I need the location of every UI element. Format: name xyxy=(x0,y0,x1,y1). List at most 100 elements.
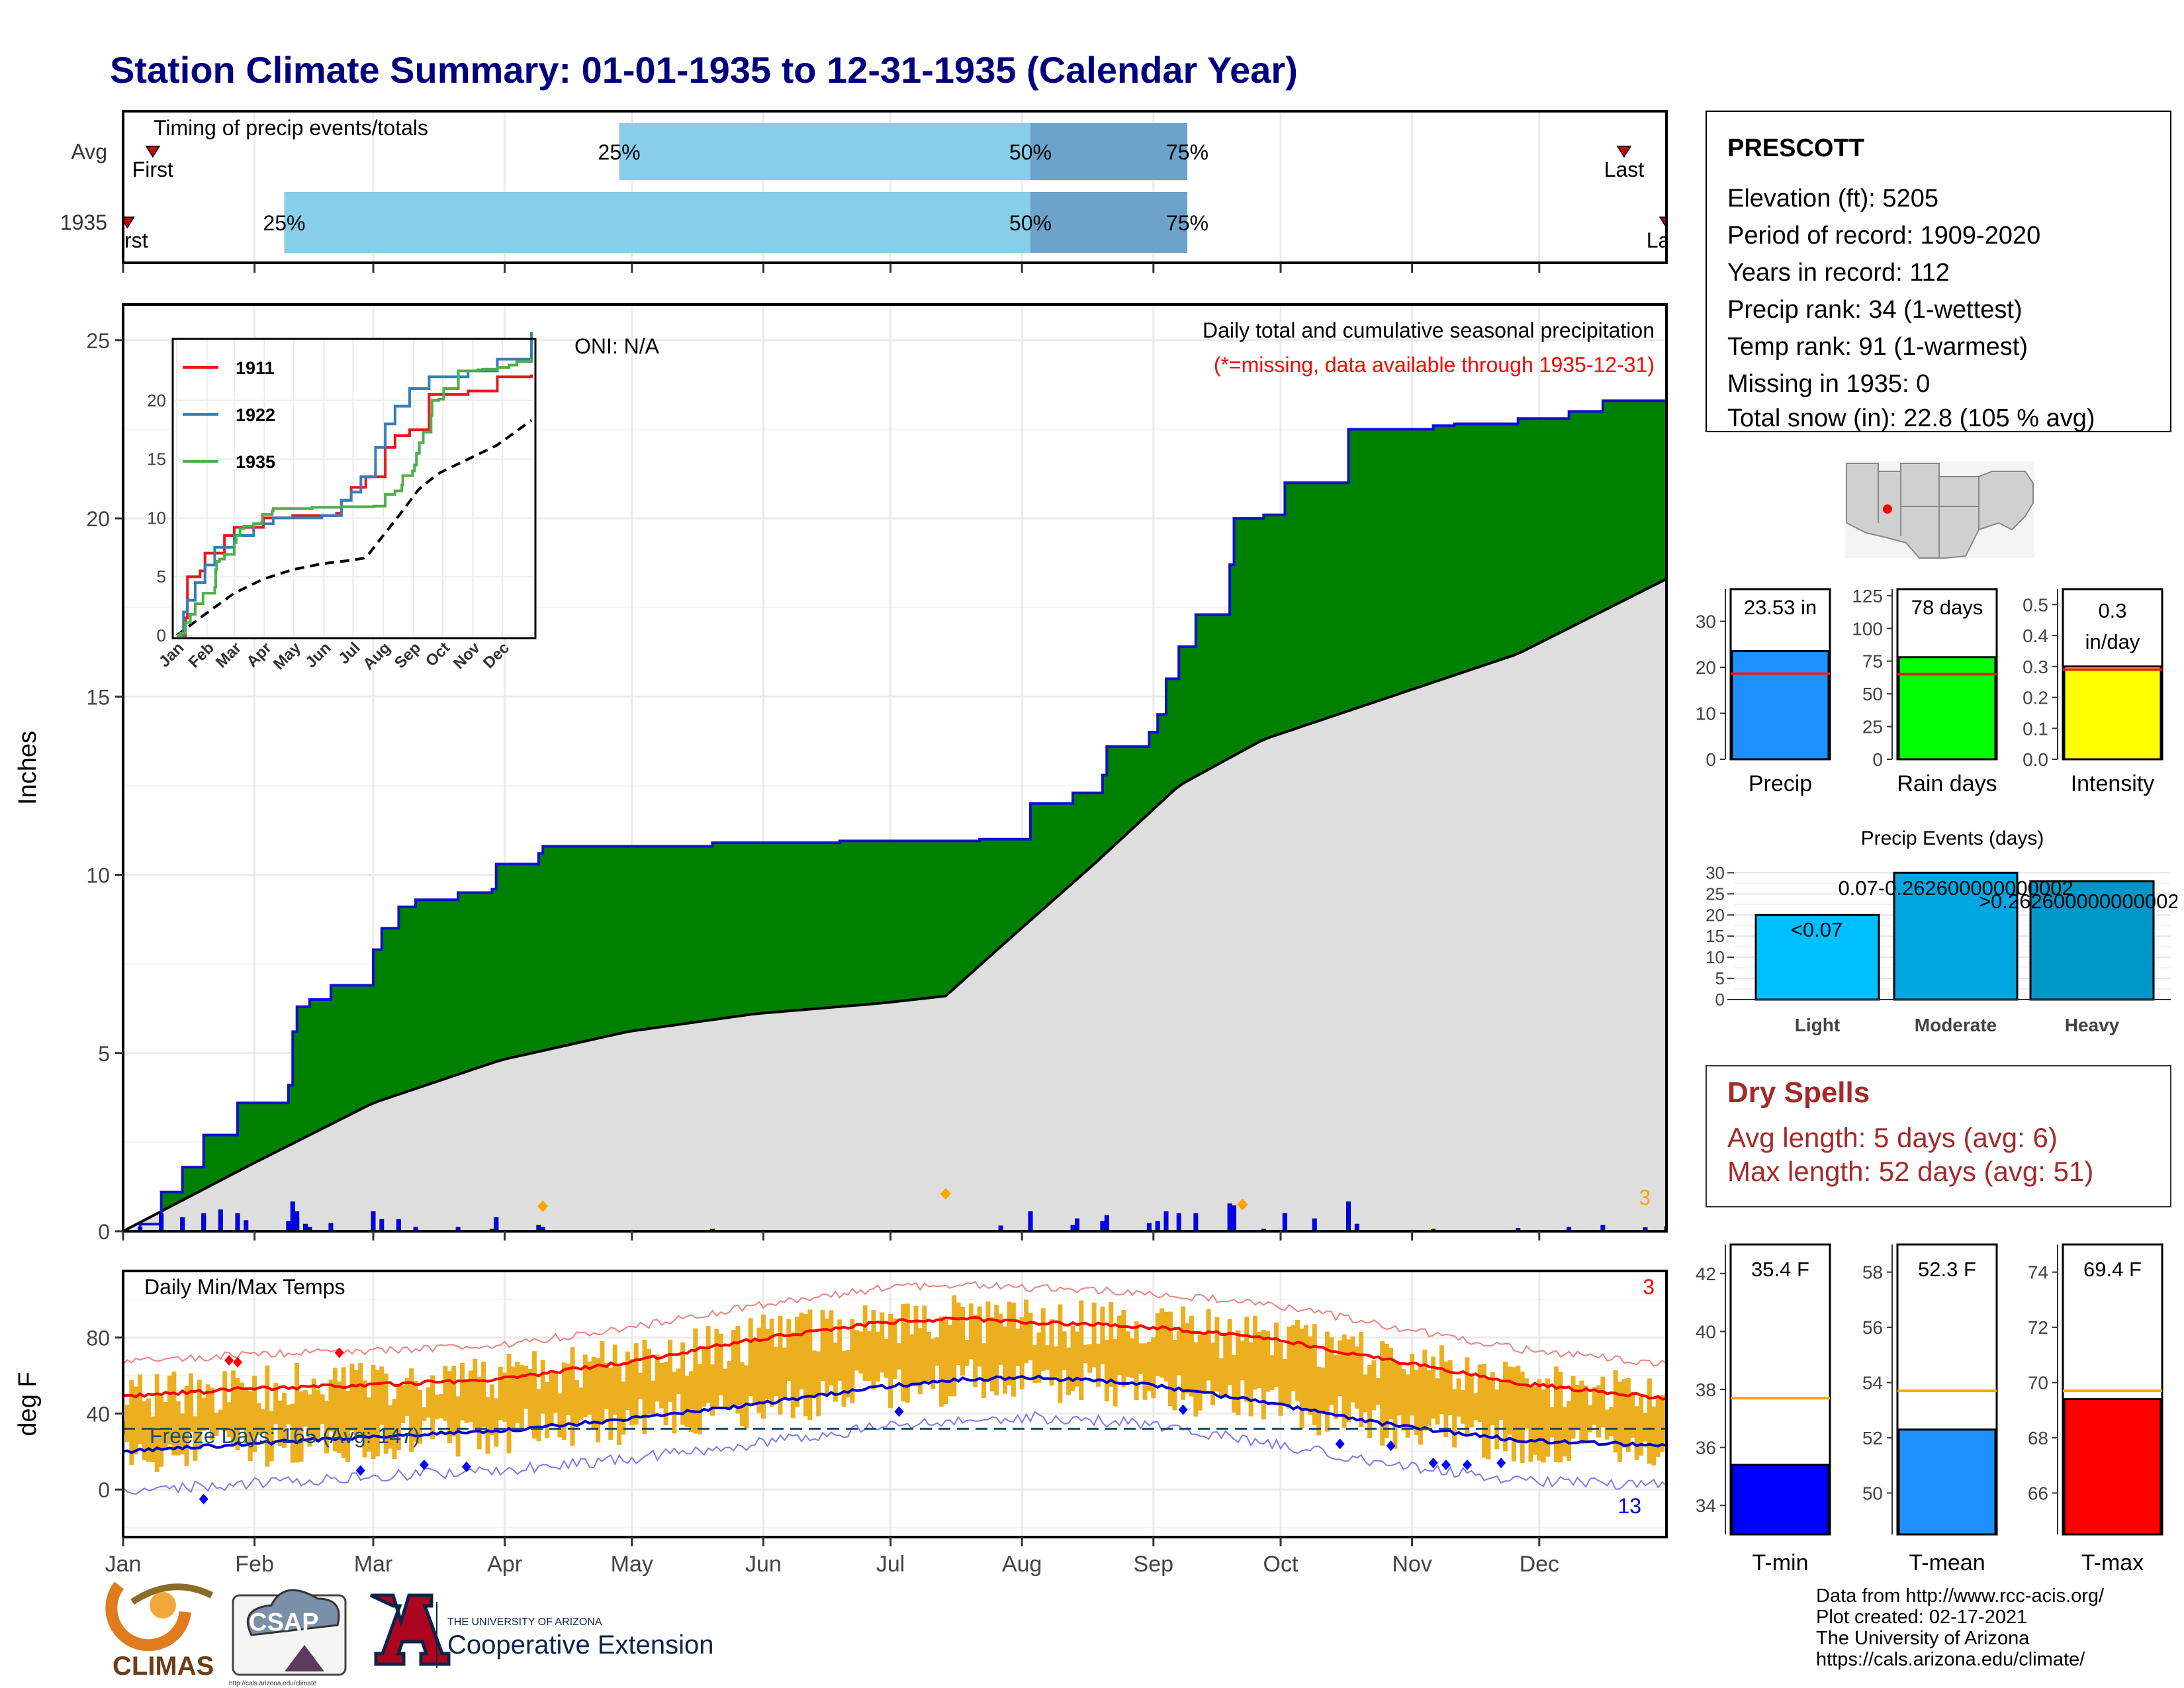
daily-temp-bar xyxy=(1074,1331,1079,1387)
daily-temp-bar xyxy=(931,1338,936,1389)
daily-temp-bar xyxy=(464,1379,469,1423)
daily-temp-bar xyxy=(705,1326,711,1403)
precip-summary-bars: 0 10 20 30 23.53 in Precip 0 25 50 75 100 125 78 day… xyxy=(1696,586,2163,796)
precip-legend-title: Daily total and cumulative seasonal prec… xyxy=(1203,318,1655,342)
daily-temp-bar xyxy=(1660,1395,1665,1452)
daily-temp-bar xyxy=(600,1340,605,1423)
daily-temp-bar xyxy=(455,1396,461,1457)
temp-summary-bars: 34 36 38 40 42 35.4 F T-min 50 52 54 56 58 52.3 F T-m… xyxy=(1696,1243,2163,1575)
daily-temp-bar xyxy=(281,1393,287,1448)
record-low-marker xyxy=(355,1465,365,1476)
daily-temp-bar xyxy=(1121,1309,1126,1387)
mini-precip-tick-label: 25 xyxy=(1862,717,1883,737)
daily-temp-bar xyxy=(545,1382,550,1438)
footer-line: The University of Arizona xyxy=(1816,1628,2030,1649)
station-line: Total snow (in): 22.8 (105 % avg) xyxy=(1727,404,2095,432)
mini-precip-tick-label: 0.5 xyxy=(2023,594,2048,615)
daily-temp-bar xyxy=(676,1368,681,1394)
daily-temp-bar xyxy=(820,1309,825,1382)
daily-temp-bar xyxy=(129,1380,134,1466)
timing-row-avg-label: Avg xyxy=(71,140,107,164)
daily-temp-bar xyxy=(782,1347,787,1397)
daily-temp-bar xyxy=(760,1314,766,1419)
daily-precip-bar xyxy=(1155,1221,1160,1231)
daily-temp-bar xyxy=(167,1376,172,1445)
oni-label: ONI: N/A xyxy=(574,334,660,358)
precip-panel: 0 5 10 15 20 25 Inches Daily total and cumula… xyxy=(14,303,1668,1244)
daily-temp-bar xyxy=(1146,1341,1152,1391)
daily-temp-bar xyxy=(917,1328,923,1395)
daily-temp-bar xyxy=(778,1315,783,1415)
daily-temp-bar xyxy=(1639,1396,1644,1456)
record-low-marker xyxy=(1178,1404,1188,1415)
inset-normal-line xyxy=(175,419,533,637)
ua-logo: THE UNIVERSITY OF ARIZONA Cooperative Ex… xyxy=(369,1593,713,1668)
daily-temp-bar xyxy=(1176,1331,1181,1376)
daily-precip-bar xyxy=(998,1225,1003,1231)
daily-temp-bar xyxy=(1609,1407,1614,1436)
month-label: Mar xyxy=(354,1552,393,1577)
daily-temp-bar xyxy=(871,1309,876,1390)
daily-temp-bar xyxy=(1125,1331,1130,1377)
daily-temp-bar xyxy=(1167,1311,1173,1407)
precip-frame xyxy=(122,303,1668,1233)
daily-temp-bar xyxy=(1329,1337,1334,1405)
month-label: Feb xyxy=(235,1552,274,1577)
daily-temp-bar xyxy=(510,1366,516,1430)
daily-temp-bar xyxy=(909,1334,915,1387)
daily-temp-bar xyxy=(214,1413,219,1436)
station-info-frame xyxy=(1706,111,2171,432)
daily-temp-bar xyxy=(527,1368,533,1427)
precip-corner-count: 3 xyxy=(1639,1186,1651,1209)
daily-temp-bar xyxy=(1655,1395,1661,1457)
daily-temp-bar xyxy=(1503,1361,1508,1452)
timing-first-marker xyxy=(145,146,161,158)
daily-temp-bar xyxy=(1549,1407,1555,1438)
daily-temp-bar xyxy=(180,1413,185,1455)
daily-temp-bar xyxy=(536,1389,541,1442)
timing-bar-q2 xyxy=(1030,123,1188,180)
timing-p75-label: 75% xyxy=(1166,140,1208,164)
avg-min-line xyxy=(123,1374,1666,1454)
daily-temp-bar xyxy=(952,1295,957,1397)
daily-temp-bar xyxy=(1214,1317,1220,1392)
daily-temp-bar xyxy=(349,1363,355,1431)
daily-temp-bar xyxy=(1291,1325,1296,1391)
daily-temp-bar xyxy=(1613,1370,1618,1453)
daily-temp-bar xyxy=(337,1382,342,1453)
daily-temp-bar xyxy=(184,1385,189,1466)
mini-temp-tick-label: 34 xyxy=(1696,1495,1716,1516)
climas-swoosh xyxy=(130,1583,214,1605)
daily-temp-bar xyxy=(1040,1308,1046,1371)
daily-temp-bar xyxy=(1354,1346,1359,1409)
daily-temp-bar xyxy=(1570,1376,1576,1439)
precip-y-tick-label: 5 xyxy=(98,1042,110,1066)
station-info: PRESCOTT Elevation (ft): 5205 Period of … xyxy=(1706,111,2171,432)
mini-precip-tick-label: 10 xyxy=(1696,704,1716,724)
temp-title: Daily Min/Max Temps xyxy=(144,1275,345,1299)
timing-content: 25% 50% 75% First Last 25% 50% 75% First Last xyxy=(123,123,1687,253)
timing-p25-label: 25% xyxy=(263,211,305,235)
station-name: PRESCOTT xyxy=(1727,134,1864,162)
daily-temp-bar xyxy=(388,1405,393,1449)
daily-temp-bar xyxy=(1532,1386,1537,1455)
daily-temp-bar xyxy=(193,1416,198,1461)
timing-last-label: Last xyxy=(1604,158,1645,181)
daily-temp-bar xyxy=(489,1384,494,1436)
daily-temp-bar xyxy=(1058,1304,1063,1403)
precip-y-axis: 0 5 10 15 20 25 xyxy=(86,329,1541,1244)
daily-temp-bar xyxy=(320,1394,325,1425)
daily-temp-bar xyxy=(400,1385,406,1424)
daily-temp-bar xyxy=(1460,1389,1465,1424)
daily-temp-bar xyxy=(1617,1382,1623,1462)
daily-temp-bar xyxy=(1142,1343,1148,1400)
daily-temp-bar xyxy=(265,1365,270,1467)
timing-last-label: Last xyxy=(1647,228,1687,252)
daily-temp-bar xyxy=(841,1351,846,1407)
daily-temp-bar xyxy=(1511,1367,1516,1462)
mini-temp-tick-label: 68 xyxy=(2028,1428,2048,1448)
logos: CLIMAS CSAP http://cals.arizona.edu/clim… xyxy=(105,1581,713,1687)
daily-temp-bar xyxy=(977,1306,982,1367)
daily-temp-bar xyxy=(226,1402,232,1437)
daily-record-marker xyxy=(1237,1198,1248,1211)
